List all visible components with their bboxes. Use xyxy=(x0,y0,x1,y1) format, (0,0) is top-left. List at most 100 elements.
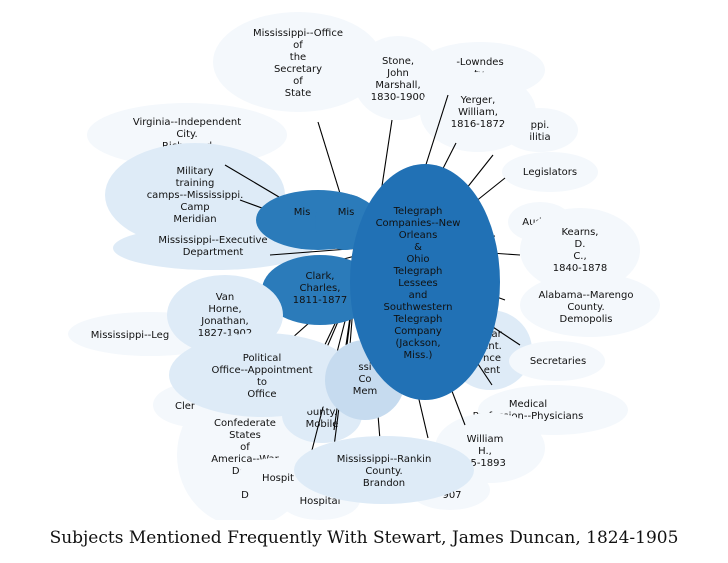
node-label-line: Brandon xyxy=(363,478,405,489)
node-shape-mississippi-executive-department xyxy=(113,226,313,270)
node-label-military-training-camps: Military training camps--Mississippi. Camp M… xyxy=(147,166,244,225)
node-label-line: Aud xyxy=(522,217,542,228)
node-label-line: D xyxy=(241,490,249,501)
node-shape-alabama-marengo-demopolis xyxy=(520,273,660,337)
node-label-line: Company xyxy=(394,326,442,337)
node-label-telegraph-companies: Telegraph Companies--New Orleans & Ohio Teleg… xyxy=(376,206,461,361)
node-label-line: training xyxy=(176,178,215,189)
node-label-auditors: Aud xyxy=(522,217,542,228)
network-diagram: Mississippi--Office of the Secretary of State… xyxy=(68,12,660,520)
node-label-line: America--War xyxy=(211,454,279,465)
node-label-line: ent. xyxy=(482,341,502,352)
node-label-line: Stone, xyxy=(382,56,414,67)
node-label-hospitals-b: Hospital xyxy=(300,496,341,507)
node-label-line: Mississippi--Leg xyxy=(91,330,169,341)
node-label-mississippi-office-secretary-of-state: Mississippi--Office of the Secretary of State xyxy=(253,28,343,99)
node-label-line: Co xyxy=(358,374,371,385)
node-kearns-d-c[interactable]: Kearns, D. C., 1840-1878 xyxy=(520,208,640,292)
node-mississippi-executive-department[interactable]: Mississippi--Executive Department xyxy=(113,226,313,270)
node-label-line: City. xyxy=(176,129,197,140)
node-label-line: Alabama--Marengo xyxy=(539,290,634,301)
node-label-line: ilitia xyxy=(529,132,550,143)
node-label-line: County. xyxy=(567,302,604,313)
node-label-line: Orleans xyxy=(399,230,438,241)
node-political-office-appointment[interactable]: Political Office--Appointment to Office xyxy=(169,333,355,417)
node-label-line: camps--Mississippi. xyxy=(147,190,244,201)
node-mississippi-militia[interactable]: ppi. ilitia xyxy=(502,108,578,152)
node-label-line: Lessees xyxy=(398,278,437,289)
node-secretaries[interactable]: Secretaries xyxy=(509,341,605,381)
node-alabama-marengo-demopolis[interactable]: Alabama--Marengo County. Demopolis xyxy=(520,273,660,337)
node-shape-mississippi-rankin-brandon xyxy=(294,436,474,504)
node-telegraph-companies[interactable]: Telegraph Companies--New Orleans & Ohio Teleg… xyxy=(350,164,500,400)
node-label-line: War xyxy=(482,329,502,340)
node-stone-john-marshall[interactable]: Stone, John Marshall, 1830-1900 xyxy=(353,36,443,120)
node-label-line: Secretary xyxy=(274,64,322,75)
node-label-line: Medical xyxy=(509,399,547,410)
node-label-line: Meridian xyxy=(173,214,216,225)
node-label-clark-charles: Clark, Charles, 1811-1877 xyxy=(293,271,348,306)
node-label-line: Clark, xyxy=(306,271,335,282)
diagram-title: Subjects Mentioned Frequently With Stewa… xyxy=(49,528,679,548)
node-label-line: Southwestern xyxy=(384,302,453,313)
node-label-political-office-appointment: Political Office--Appointment to Office xyxy=(211,353,312,400)
node-shape-mississippi-militia xyxy=(502,108,578,152)
node-label-line: Ohio xyxy=(406,254,429,265)
node-label-line: the xyxy=(290,52,306,63)
node-label-line: Demopolis xyxy=(560,314,613,325)
node-label-line: ssi xyxy=(358,362,371,373)
node-label-hospitals-a: Hospit xyxy=(262,473,294,484)
node-shape-clark-charles xyxy=(262,255,378,325)
node-label-line: Office--Appointment xyxy=(211,365,312,376)
node-shape-military-training-camps xyxy=(105,143,285,247)
node-label-line: nce xyxy=(483,353,501,364)
node-label-line: Yerger, xyxy=(460,95,496,106)
node-label-line: William, xyxy=(458,107,498,118)
node-label-line: Department xyxy=(183,247,244,258)
node-label-line: State xyxy=(285,88,311,99)
node-label-line: C., xyxy=(573,251,586,262)
node-label-line: of xyxy=(293,76,303,87)
node-label-van-horne-jonathan: Van Horne, Jonathan, 1827-1902 xyxy=(198,292,253,339)
node-label-line: States xyxy=(229,430,261,441)
node-label-line: Camp xyxy=(180,202,209,213)
node-label-line: Mem xyxy=(353,386,378,397)
node-legislators[interactable]: Legislators xyxy=(502,152,598,192)
node-clark-charles[interactable]: Clark, Charles, 1811-1877 xyxy=(262,255,378,325)
node-military-training-camps[interactable]: Military training camps--Mississippi. Camp M… xyxy=(105,143,285,247)
node-label-line: County. xyxy=(365,466,402,477)
node-shape-stone-john-marshall xyxy=(353,36,443,120)
node-label-line: H., xyxy=(478,446,492,457)
node-label-line: Telegraph xyxy=(393,266,443,277)
node-label-line: Mis xyxy=(294,207,311,218)
node-label-line: Virginia--Independent xyxy=(133,117,241,128)
node-label-mississippi-legislature: Mississippi--Leg xyxy=(91,330,169,341)
node-label-line: Kearns, xyxy=(561,227,598,238)
node-label-line: Mississippi--Office xyxy=(253,28,343,39)
node-label-line: Profession--Physicians xyxy=(473,411,584,422)
node-mississippi-office-secretary-of-state[interactable]: Mississippi--Office of the Secretary of State xyxy=(213,12,383,112)
node-label-line: Military xyxy=(176,166,213,177)
node-label-mississippi-military: Mis xyxy=(338,207,355,218)
node-label-line: -Lowndes xyxy=(456,57,503,68)
node-label-line: John xyxy=(386,68,409,79)
node-label-line: 15-1893 xyxy=(464,458,506,469)
node-label-clerks: Cler xyxy=(175,401,196,412)
node-shape-mississippi-office-secretary-of-state xyxy=(213,12,383,112)
node-label-line: 1827-1902 xyxy=(198,328,253,339)
node-label-yerger-william: Yerger, William, 1816-1872 xyxy=(451,95,506,130)
node-label-line: Horne, xyxy=(208,304,241,315)
node-label-secretaries: Secretaries xyxy=(530,356,586,367)
node-label-line: Mobile xyxy=(306,419,339,430)
node-shape-legislators xyxy=(502,152,598,192)
node-label-line: Political xyxy=(243,353,281,364)
node-label-line: 1840-1878 xyxy=(553,263,608,274)
node-label-line: D. xyxy=(575,239,586,250)
node-mississippi-rankin-brandon[interactable]: Mississippi--Rankin County. Brandon xyxy=(294,436,474,504)
node-label-line: Van xyxy=(216,292,235,303)
foreground-nodes-layer: Mis Mis Clark, Charles, 1811-1877 Van Horne, Jo… xyxy=(167,164,500,504)
node-label-line: and xyxy=(409,290,428,301)
node-label-line: Mississippi--Executive xyxy=(158,235,267,246)
node-label-line: Marshall, xyxy=(375,80,420,91)
